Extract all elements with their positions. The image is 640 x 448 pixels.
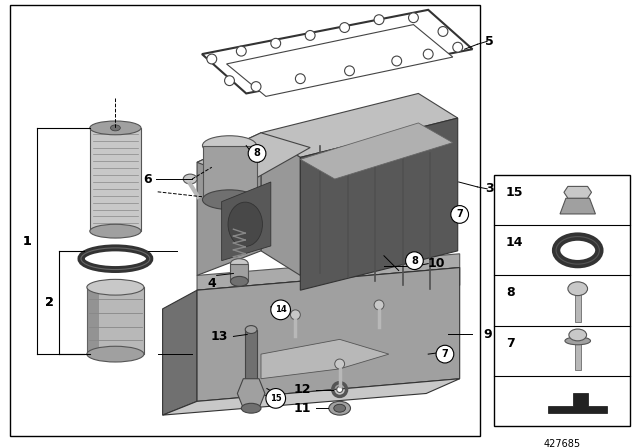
Bar: [575, 293, 580, 322]
Polygon shape: [163, 379, 460, 415]
Text: 14: 14: [275, 306, 287, 314]
Text: 15: 15: [506, 186, 524, 199]
Text: 9: 9: [483, 328, 492, 341]
Circle shape: [452, 42, 463, 52]
Circle shape: [344, 66, 355, 76]
Text: 1: 1: [22, 234, 31, 247]
Circle shape: [392, 56, 402, 66]
Bar: [203, 146, 257, 200]
Text: 2: 2: [45, 297, 54, 310]
Ellipse shape: [90, 224, 141, 238]
Circle shape: [335, 359, 344, 369]
Polygon shape: [261, 133, 300, 276]
Circle shape: [406, 252, 423, 270]
Circle shape: [291, 310, 300, 320]
Circle shape: [374, 15, 384, 25]
Circle shape: [337, 387, 342, 392]
Circle shape: [296, 74, 305, 84]
Polygon shape: [564, 186, 591, 198]
Circle shape: [271, 300, 291, 320]
Circle shape: [248, 145, 266, 162]
Ellipse shape: [241, 403, 261, 413]
Text: 3: 3: [485, 182, 493, 195]
Circle shape: [423, 49, 433, 59]
Ellipse shape: [563, 242, 593, 258]
Text: 4: 4: [207, 277, 216, 290]
Bar: [575, 343, 580, 370]
Text: 11: 11: [294, 402, 311, 415]
Ellipse shape: [90, 121, 141, 135]
Text: 6: 6: [143, 172, 152, 185]
Text: 5: 5: [485, 35, 493, 48]
Text: 15: 15: [270, 394, 282, 403]
Circle shape: [225, 76, 234, 86]
Polygon shape: [560, 198, 595, 214]
Circle shape: [374, 300, 384, 310]
Ellipse shape: [111, 125, 120, 131]
Text: 7: 7: [442, 349, 448, 359]
Ellipse shape: [90, 253, 141, 265]
Ellipse shape: [87, 280, 144, 295]
Ellipse shape: [565, 337, 591, 345]
Circle shape: [305, 30, 315, 40]
Circle shape: [236, 46, 246, 56]
Ellipse shape: [230, 258, 248, 268]
Bar: [90, 128, 141, 231]
Bar: [245, 330, 257, 408]
Polygon shape: [197, 267, 460, 401]
Polygon shape: [548, 393, 607, 413]
Text: 8: 8: [506, 286, 515, 300]
Text: 1: 1: [22, 234, 31, 247]
Circle shape: [436, 345, 454, 363]
Circle shape: [266, 388, 285, 408]
Polygon shape: [261, 340, 389, 379]
Polygon shape: [197, 254, 460, 290]
Text: 2: 2: [45, 297, 54, 310]
Polygon shape: [261, 94, 458, 157]
Polygon shape: [163, 290, 197, 415]
Ellipse shape: [568, 282, 588, 296]
Text: 10: 10: [428, 257, 445, 270]
Text: 14: 14: [506, 237, 524, 250]
Bar: [10, 5, 481, 436]
Circle shape: [271, 39, 281, 48]
Polygon shape: [300, 118, 458, 290]
Text: 427685: 427685: [543, 439, 580, 448]
Bar: [87, 287, 144, 354]
Circle shape: [408, 13, 419, 23]
Text: 12: 12: [294, 383, 311, 396]
Text: 8: 8: [411, 256, 418, 266]
Circle shape: [451, 206, 468, 223]
Ellipse shape: [329, 401, 351, 415]
Polygon shape: [197, 133, 261, 276]
Text: 13: 13: [211, 330, 228, 343]
Polygon shape: [197, 267, 460, 309]
Bar: [230, 263, 248, 281]
Ellipse shape: [87, 346, 144, 362]
Text: 8: 8: [253, 148, 260, 159]
Ellipse shape: [245, 326, 257, 333]
Circle shape: [438, 26, 448, 36]
Polygon shape: [197, 133, 310, 182]
Polygon shape: [221, 182, 271, 261]
Ellipse shape: [569, 329, 587, 341]
Circle shape: [207, 54, 217, 64]
Circle shape: [340, 23, 349, 32]
Ellipse shape: [202, 190, 257, 210]
Text: 7: 7: [506, 336, 515, 349]
Polygon shape: [300, 123, 452, 179]
Ellipse shape: [183, 174, 197, 184]
Ellipse shape: [230, 276, 248, 286]
Ellipse shape: [202, 136, 257, 155]
Circle shape: [251, 82, 261, 91]
Text: 7: 7: [456, 210, 463, 220]
Bar: [494, 175, 630, 426]
Polygon shape: [227, 25, 452, 96]
Bar: [87, 287, 99, 354]
Ellipse shape: [228, 202, 262, 246]
Ellipse shape: [334, 404, 346, 412]
Polygon shape: [237, 379, 265, 408]
